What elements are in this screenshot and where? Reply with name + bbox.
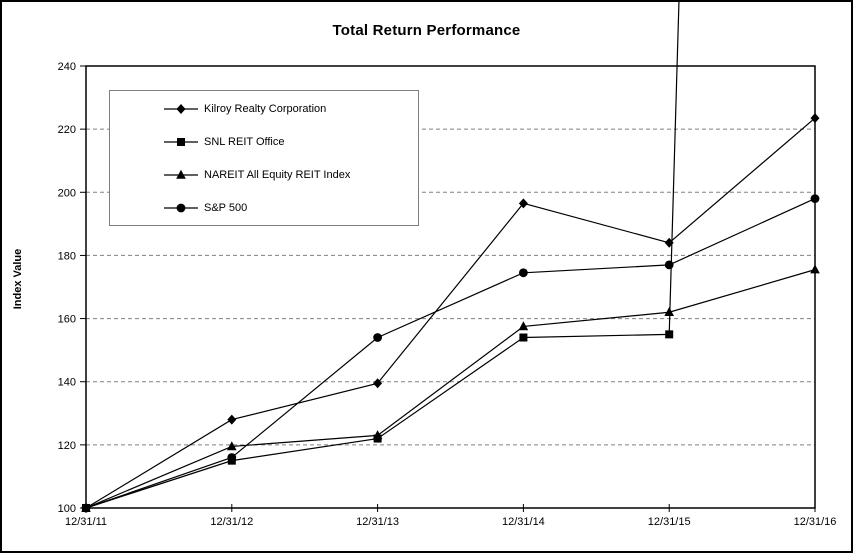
triangle-marker-nareit-all-equity-reit-index [664, 307, 674, 317]
y-tick-label: 180 [58, 250, 76, 262]
x-tick-label: 12/31/12 [210, 516, 253, 528]
diamond-marker-legend [176, 103, 186, 114]
legend-item-label: NAREIT All Equity REIT Index [204, 168, 351, 181]
diamond-icon [164, 103, 198, 114]
x-tick-label: 12/31/16 [794, 516, 837, 528]
y-tick-label: 140 [58, 377, 76, 389]
plot-frame [85, 65, 816, 509]
diamond-marker-kilroy-realty-corporation [373, 378, 383, 389]
y-tick-label: 200 [58, 187, 76, 199]
square-marker-legend [177, 137, 185, 146]
diamond-marker-kilroy-realty-corporation [518, 198, 528, 209]
series-line-nareit-all-equity-reit-index [85, 269, 816, 509]
y-tick-label: 120 [58, 440, 76, 452]
diamond-marker-kilroy-realty-corporation [227, 414, 237, 425]
legend-item-label: SNL REIT Office [204, 135, 285, 148]
circle-marker-s-p-500 [810, 194, 820, 204]
square-icon [164, 137, 198, 146]
x-tick-label: 12/31/11 [65, 516, 107, 528]
triangle-marker-nareit-all-equity-reit-index [227, 441, 237, 451]
triangle-icon [164, 169, 198, 179]
y-tick-label: 220 [58, 124, 76, 136]
y-tick-label: 240 [58, 61, 76, 73]
circle-marker-legend [176, 203, 186, 212]
chart-title: Total Return Performance [332, 22, 521, 39]
legend: Kilroy Realty Corporation SNL REIT Office… [109, 90, 419, 226]
triangle-marker-nareit-all-equity-reit-index [372, 430, 383, 440]
y-tick-label: 100 [58, 503, 76, 515]
triangle-marker-nareit-all-equity-reit-index [518, 321, 529, 331]
series-line-kilroy-realty-corporation [85, 117, 816, 509]
y-tick-label: 160 [58, 314, 76, 326]
legend-item-snl-reit-office: SNL REIT Office [164, 125, 418, 158]
circle-marker-s-p-500 [227, 453, 237, 462]
x-tick-label: 12/31/14 [502, 516, 545, 528]
series-line-s-p-500 [85, 198, 816, 509]
series-line-snl-reit-office [85, 2, 680, 509]
legend-item-kilroy-realty-corporation: Kilroy Realty Corporation [164, 92, 418, 125]
legend-item-nareit-all-equity-reit-index: NAREIT All Equity REIT Index [164, 158, 418, 191]
circle-marker-s-p-500 [81, 503, 91, 513]
square-marker-snl-reit-office [519, 333, 528, 342]
circle-marker-s-p-500 [664, 260, 674, 270]
legend-item-label: S&P 500 [204, 201, 248, 214]
circle-marker-s-p-500 [519, 268, 528, 278]
triangle-marker-nareit-all-equity-reit-index [810, 264, 820, 274]
triangle-marker-legend [176, 169, 186, 179]
x-tick-label: 12/31/13 [356, 516, 399, 528]
square-marker-snl-reit-office [665, 330, 674, 339]
legend-item-label: Kilroy Realty Corporation [204, 102, 327, 115]
x-tick-label: 12/31/15 [648, 516, 691, 528]
circle-marker-s-p-500 [373, 333, 382, 342]
legend-item-s-p-500: S&P 500 [164, 191, 418, 224]
circle-icon [164, 203, 198, 212]
diamond-marker-kilroy-realty-corporation [810, 113, 820, 124]
